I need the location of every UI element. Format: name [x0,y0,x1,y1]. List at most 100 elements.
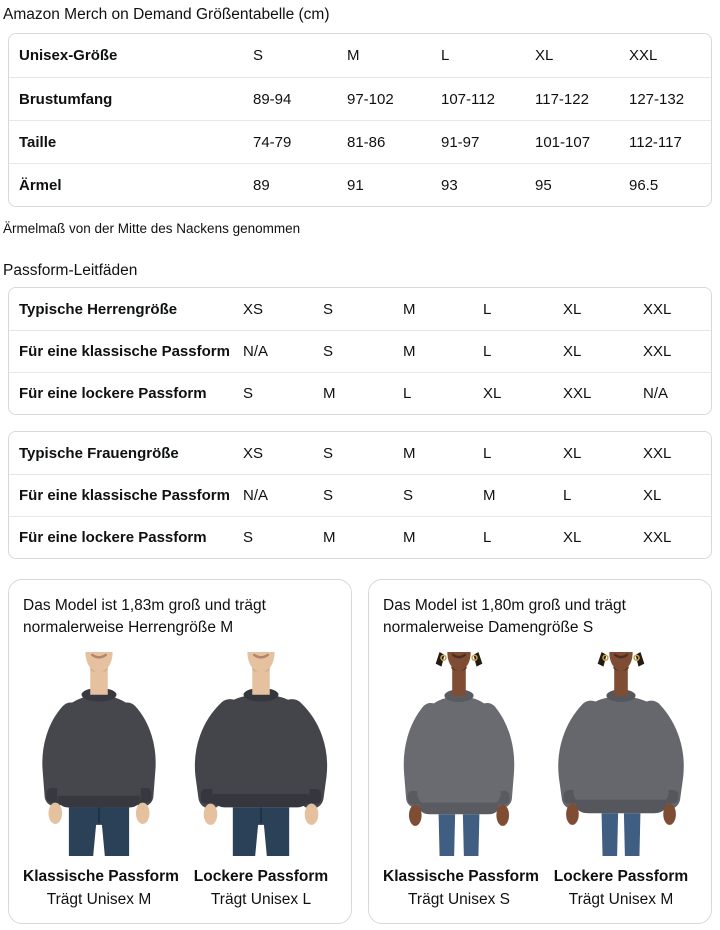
size-caption: Trägt Unisex M [568,891,674,908]
table-row: Für eine lockere Passform S M L XL XXL N… [9,372,711,414]
value-cell: 96.5 [629,176,659,194]
fit-caption: Lockere Passform [193,868,329,885]
value-cell: M [483,487,496,504]
row-label: Für eine lockere Passform [19,529,207,546]
table-row: Für eine klassische Passform N/A S M L X… [9,330,711,372]
value-cell: S [403,487,414,504]
size-header: S [253,47,264,64]
value-cell: XXL [643,300,672,318]
value-cell: M [403,300,416,318]
size-caption: Trägt Unisex M [46,891,152,908]
row-label: Taille [19,133,57,151]
model-photo-male-classic: Klassische Passform Trägt Unisex M [23,652,179,909]
value-cell: 89-94 [253,90,292,108]
size-caption: Trägt Unisex L [210,891,312,908]
womens-fit-table: Typische Frauengröße XS S M L XL XXL Für… [8,431,712,559]
value-cell: S [243,529,254,546]
model-photo-female-classic: Klassische Passform Trägt Unisex S [383,652,539,909]
value-cell: XXL [563,385,592,402]
table-row: Typische Frauengröße XS S M L XL XXL [9,432,711,474]
table-row: Ärmel 89 91 93 95 96.5 [9,163,711,206]
value-cell: L [483,343,492,360]
table-row: Brustumfang 89-94 97-102 107-112 117-122… [9,77,711,120]
value-cell: 127-132 [629,90,685,108]
male-classic-figure-illustration [42,652,156,856]
model-photo-female-loose: Lockere Passform Trägt Unisex M [545,652,697,909]
size-caption: Trägt Unisex S [408,891,510,908]
value-cell: 117-122 [535,90,589,108]
value-cell: XL [483,385,502,402]
female-loose-figure-illustration [558,652,684,856]
row-label: Für eine klassische Passform [19,343,230,360]
row-label: Für eine lockere Passform [19,385,207,402]
female-model-card: Das Model ist 1,80m groß und trägt norma… [368,579,712,924]
value-cell: 89 [253,176,270,194]
row-label: Typische Frauengröße [19,444,179,462]
value-cell: L [563,487,572,504]
male-model-card: Das Model ist 1,83m groß und trägt norma… [8,579,352,924]
value-cell: S [323,487,334,504]
value-cell: S [323,343,334,360]
value-cell: 91-97 [441,133,480,151]
table-row: Taille 74-79 81-86 91-97 101-107 112-117 [9,120,711,163]
table-row: Für eine lockere Passform S M M L XL XXL [9,516,711,558]
mens-fit-table: Typische Herrengröße XS S M L XL XXL Für… [8,287,712,415]
value-cell: M [403,529,416,546]
value-cell: L [403,385,412,402]
value-cell: 93 [441,176,458,194]
size-header: M [347,47,360,64]
value-cell: N/A [243,487,269,504]
fit-caption: Klassische Passform [23,868,179,885]
value-cell: XL [563,300,582,318]
unisex-size-table: Unisex-Größe S M L XL XXL Brustumfang 89… [8,33,712,207]
table-header-row: Unisex-Größe S M L XL XXL [9,34,711,77]
value-cell: M [403,444,416,462]
value-cell: L [483,529,492,546]
row-label: Für eine klassische Passform [19,487,230,504]
model-card-description: Das Model ist 1,80m groß und trägt norma… [383,597,626,636]
fit-caption: Klassische Passform [383,868,539,885]
value-cell: S [323,300,334,318]
value-cell: M [323,529,336,546]
row-label: Unisex-Größe [19,47,118,64]
value-cell: XS [243,444,264,462]
sleeve-note: Ärmelmaß von der Mitte des Nackens genom… [3,221,301,236]
value-cell: S [323,444,334,462]
size-header: L [441,47,450,64]
value-cell: 91 [347,176,364,194]
value-cell: 112-117 [629,133,682,151]
value-cell: S [243,385,254,402]
value-cell: XS [243,300,264,318]
value-cell: XL [563,343,582,360]
row-label: Ärmel [19,176,62,194]
value-cell: XL [563,444,582,462]
value-cell: XL [643,487,662,504]
value-cell: XXL [643,343,672,360]
value-cell: 107-112 [441,90,495,108]
value-cell: 81-86 [347,133,386,151]
row-label: Typische Herrengröße [19,300,178,318]
value-cell: XXL [643,529,672,546]
table-row: Typische Herrengröße XS S M L XL XXL [9,288,711,330]
size-header: XXL [629,47,658,64]
value-cell: L [483,444,492,462]
value-cell: N/A [643,385,669,402]
model-photos: Klassische Passform Trägt Unisex S [381,652,699,909]
model-photos: Klassische Passform Trägt Unisex M [21,652,339,909]
value-cell: L [483,300,492,318]
value-cell: N/A [243,343,269,360]
fit-caption: Lockere Passform [553,868,689,885]
value-cell: M [403,343,416,360]
model-card-description: Das Model ist 1,83m groß und trägt norma… [23,597,266,636]
male-loose-figure-illustration [194,652,328,856]
value-cell: 101-107 [535,133,591,151]
female-classic-figure-illustration [403,652,515,856]
row-label: Brustumfang [19,90,113,108]
value-cell: 97-102 [347,90,394,108]
size-header: XL [535,47,554,64]
value-cell: M [323,385,336,402]
fit-guides-title: Passform-Leitfäden [3,262,138,279]
value-cell: XL [563,529,582,546]
model-cards: Das Model ist 1,83m groß und trägt norma… [8,579,712,924]
